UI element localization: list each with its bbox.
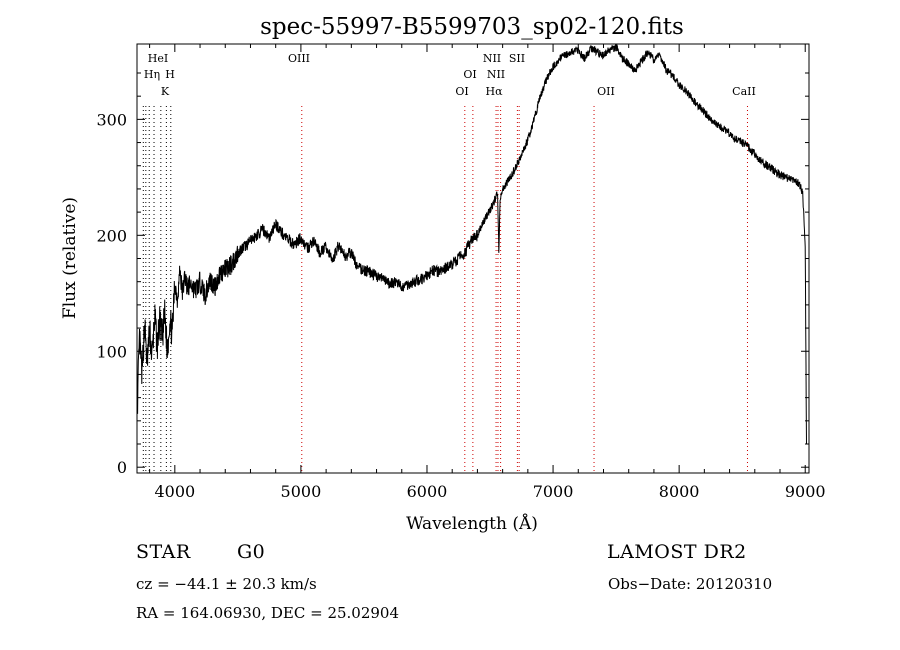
- x-tick-label: 5000: [281, 482, 322, 501]
- line-label: OIII: [288, 52, 310, 65]
- y-tick-label: 100: [96, 342, 127, 361]
- x-tick-label: 7000: [533, 482, 574, 501]
- obs-date-text: Obs−Date: 20120310: [608, 575, 773, 593]
- x-tick-label: 4000: [154, 482, 195, 501]
- line-label: HeI: [148, 52, 168, 65]
- chart-title: spec-55997-B5599703_sp02-120.fits: [260, 14, 684, 40]
- line-label: Hα: [485, 85, 503, 98]
- redshift-text: cz = −44.1 ± 20.3 km/s: [136, 575, 317, 593]
- line-label: SII: [509, 52, 525, 65]
- object-subclass: G0: [237, 541, 266, 563]
- y-axis-label: Flux (relative): [60, 197, 80, 319]
- line-labels: HeI Hη HK OIII OI OI NII SII NII Hα OII CaII: [144, 52, 756, 98]
- line-label: OII: [597, 85, 615, 98]
- spectrum-line: [137, 43, 807, 445]
- x-tick-label: 8000: [659, 482, 700, 501]
- axis-ticks: 4000 5000 6000 7000 8000 9000 0 100 200 300: [96, 44, 826, 501]
- line-label: OI: [463, 68, 476, 81]
- line-label: OI: [455, 85, 468, 98]
- y-tick-label: 300: [96, 110, 127, 129]
- line-label: CaII: [732, 85, 756, 98]
- x-tick-label: 6000: [407, 482, 448, 501]
- line-label: NII: [483, 52, 501, 65]
- line-label: K: [161, 85, 170, 98]
- x-axis-label: Wavelength (Å): [406, 513, 538, 534]
- x-tick-label: 9000: [785, 482, 826, 501]
- survey-name: LAMOST DR2: [607, 541, 747, 563]
- y-tick-label: 200: [96, 226, 127, 245]
- y-tick-label: 0: [117, 458, 127, 477]
- emission-line-markers: [142, 106, 748, 473]
- line-label: NII: [487, 68, 505, 81]
- line-label: H: [165, 68, 175, 81]
- line-label: Hη: [144, 68, 160, 81]
- object-class: STAR: [136, 541, 191, 563]
- coordinates-text: RA = 164.06930, DEC = 25.02904: [136, 604, 400, 622]
